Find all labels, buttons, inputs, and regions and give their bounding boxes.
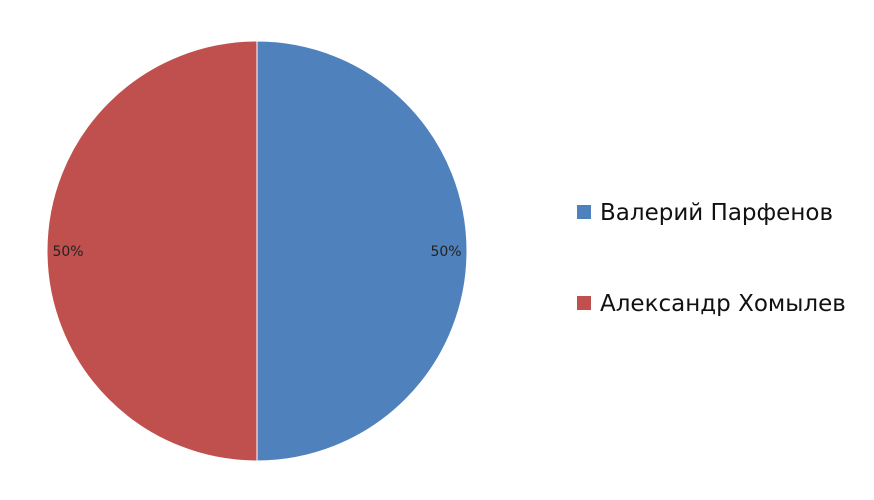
data-label-1: 50% (430, 244, 461, 260)
pie-slice-1 (256, 40, 468, 462)
legend: Валерий Парфенов Александр Хомылев (577, 200, 846, 317)
legend-item-2: Александр Хомылев (577, 291, 846, 317)
data-label-2: 50% (52, 244, 83, 260)
legend-item-1: Валерий Парфенов (577, 200, 833, 226)
legend-swatch-2 (577, 296, 591, 310)
legend-label-1: Валерий Парфенов (600, 200, 833, 226)
pie-slices (46, 40, 468, 462)
legend-swatch-1 (577, 205, 591, 219)
pie-slice-2 (46, 40, 258, 462)
legend-label-2: Александр Хомылев (600, 291, 846, 317)
pie-data-labels: 50% 50% (52, 244, 461, 260)
